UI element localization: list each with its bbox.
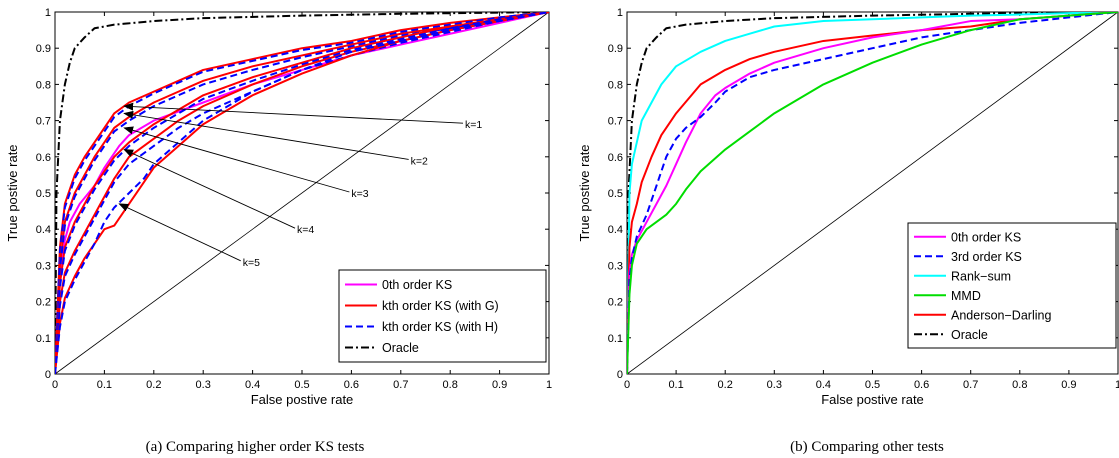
x-tick-label: 0.6 (914, 379, 929, 391)
series-line-0 (55, 12, 549, 374)
x-tick-label: 0.5 (294, 379, 309, 391)
y-axis-label: True postive rate (577, 144, 592, 241)
y-axis-label: True postive rate (5, 144, 20, 241)
legend-label: Oracle (951, 328, 988, 342)
y-tick-label: 0.6 (36, 152, 51, 164)
y-tick-label: 0.6 (608, 152, 623, 164)
x-tick-label: 0.1 (668, 379, 683, 391)
x-tick-label: 1 (546, 379, 552, 391)
chance-diagonal (54, 11, 550, 375)
annotation-label: k=4 (297, 224, 314, 236)
y-tick-label: 0.5 (608, 188, 623, 200)
y-tick-label: 0.7 (608, 116, 623, 128)
series-line-4 (55, 12, 549, 374)
chance-diagonal (626, 11, 1119, 375)
x-tick-label: 0 (52, 379, 58, 391)
annotation-arrow (118, 203, 241, 262)
legend-box (907, 222, 1117, 349)
y-tick-label: 0.4 (608, 224, 623, 236)
x-tick-label: 0.9 (492, 379, 507, 391)
y-tick-label: 1 (45, 7, 51, 19)
series-line-1 (55, 12, 549, 374)
x-axis-label: False postive rate (251, 392, 354, 407)
legend-label: kth order KS (with H) (382, 320, 498, 334)
legend-label: Rank−sum (951, 269, 1011, 283)
x-tick-label: 0.3 (196, 379, 211, 391)
y-tick-label: 0.3 (608, 260, 623, 272)
series-line-11 (55, 12, 549, 374)
y-tick-label: 0.8 (608, 79, 623, 91)
y-tick-label: 0.7 (36, 116, 51, 128)
annotation-label: k=3 (351, 188, 368, 200)
y-tick-label: 0 (45, 369, 51, 381)
panel-a: 0 0.1 0.2 0.3 0.4 0.5 0.6 0.7 0.8 0.9 1 0 0.1 0.2 0.3 0… (5, 7, 552, 455)
series-line-6 (55, 12, 549, 374)
x-axis-label: False postive rate (821, 392, 924, 407)
y-tick-label: 0.1 (36, 333, 51, 345)
annotation-label: k=1 (465, 119, 482, 131)
y-tick-label: 0.3 (36, 260, 51, 272)
x-tick-label: 0.3 (767, 379, 782, 391)
x-tick-label: 0.1 (97, 379, 112, 391)
x-tick-label: 0.7 (963, 379, 978, 391)
y-tick-label: 0 (617, 369, 623, 381)
y-tick-label: 0.2 (36, 297, 51, 309)
y-tick-label: 0.4 (36, 224, 51, 236)
y-tick-label: 0.5 (36, 188, 51, 200)
annotation-label: k=2 (411, 155, 428, 167)
legend-label: Oracle (382, 341, 419, 355)
panel-caption: (a) Comparing higher order KS tests (146, 439, 365, 455)
panel-b: 0 0.1 0.2 0.3 0.4 0.5 0.6 0.7 0.8 0.9 1 0 0.1 0.2 0.3 0… (577, 7, 1119, 455)
annotation-arrow (123, 102, 464, 124)
x-tick-label: 0 (624, 379, 630, 391)
x-tick-label: 0.6 (344, 379, 359, 391)
annotation-arrow (123, 126, 350, 193)
series-line-9 (55, 12, 549, 374)
x-tick-label: 0.7 (393, 379, 408, 391)
x-tick-label: 0.4 (245, 379, 260, 391)
x-tick-label: 0.8 (1012, 379, 1027, 391)
legend-label: kth order KS (with G) (382, 299, 499, 313)
series-line-3 (55, 12, 549, 374)
x-tick-label: 1 (1115, 379, 1119, 391)
series-line-3 (627, 12, 1118, 374)
annotation-label: k=5 (243, 257, 260, 269)
y-tick-label: 0.9 (36, 43, 51, 55)
y-tick-label: 1 (617, 7, 623, 19)
legend-label: 0th order KS (951, 230, 1021, 244)
series-line-4 (627, 12, 1118, 374)
legend: 0th order KS kth order KS (with G) kth ord… (338, 269, 547, 363)
legend-label: 0th order KS (382, 278, 452, 292)
x-tick-label: 0.9 (1061, 379, 1076, 391)
y-tick-label: 0.1 (608, 333, 623, 345)
y-tick-label: 0.8 (36, 79, 51, 91)
series-line-7 (55, 12, 549, 374)
legend: 0th order KS 3rd order KS Rank−sum MMD Ander… (907, 222, 1117, 349)
series-line-5 (627, 12, 1118, 374)
series-line-0 (627, 12, 1118, 374)
y-tick-label: 0.9 (608, 43, 623, 55)
legend-label: Anderson−Darling (951, 308, 1051, 322)
x-tick-label: 0.2 (718, 379, 733, 391)
legend-label: MMD (951, 289, 981, 303)
y-tick-label: 0.2 (608, 297, 623, 309)
x-tick-label: 0.5 (865, 379, 880, 391)
x-tick-label: 0.8 (443, 379, 458, 391)
series-line-5 (55, 12, 549, 374)
annotation-arrow (123, 110, 409, 160)
series-line-2 (55, 12, 549, 374)
x-tick-label: 0.4 (816, 379, 831, 391)
series-line-1 (627, 12, 1118, 374)
panel-caption: (b) Comparing other tests (790, 439, 944, 455)
series-line-2 (627, 12, 1118, 374)
x-tick-label: 0.2 (146, 379, 161, 391)
legend-label: 3rd order KS (951, 250, 1022, 264)
annotation-arrow (123, 149, 296, 229)
